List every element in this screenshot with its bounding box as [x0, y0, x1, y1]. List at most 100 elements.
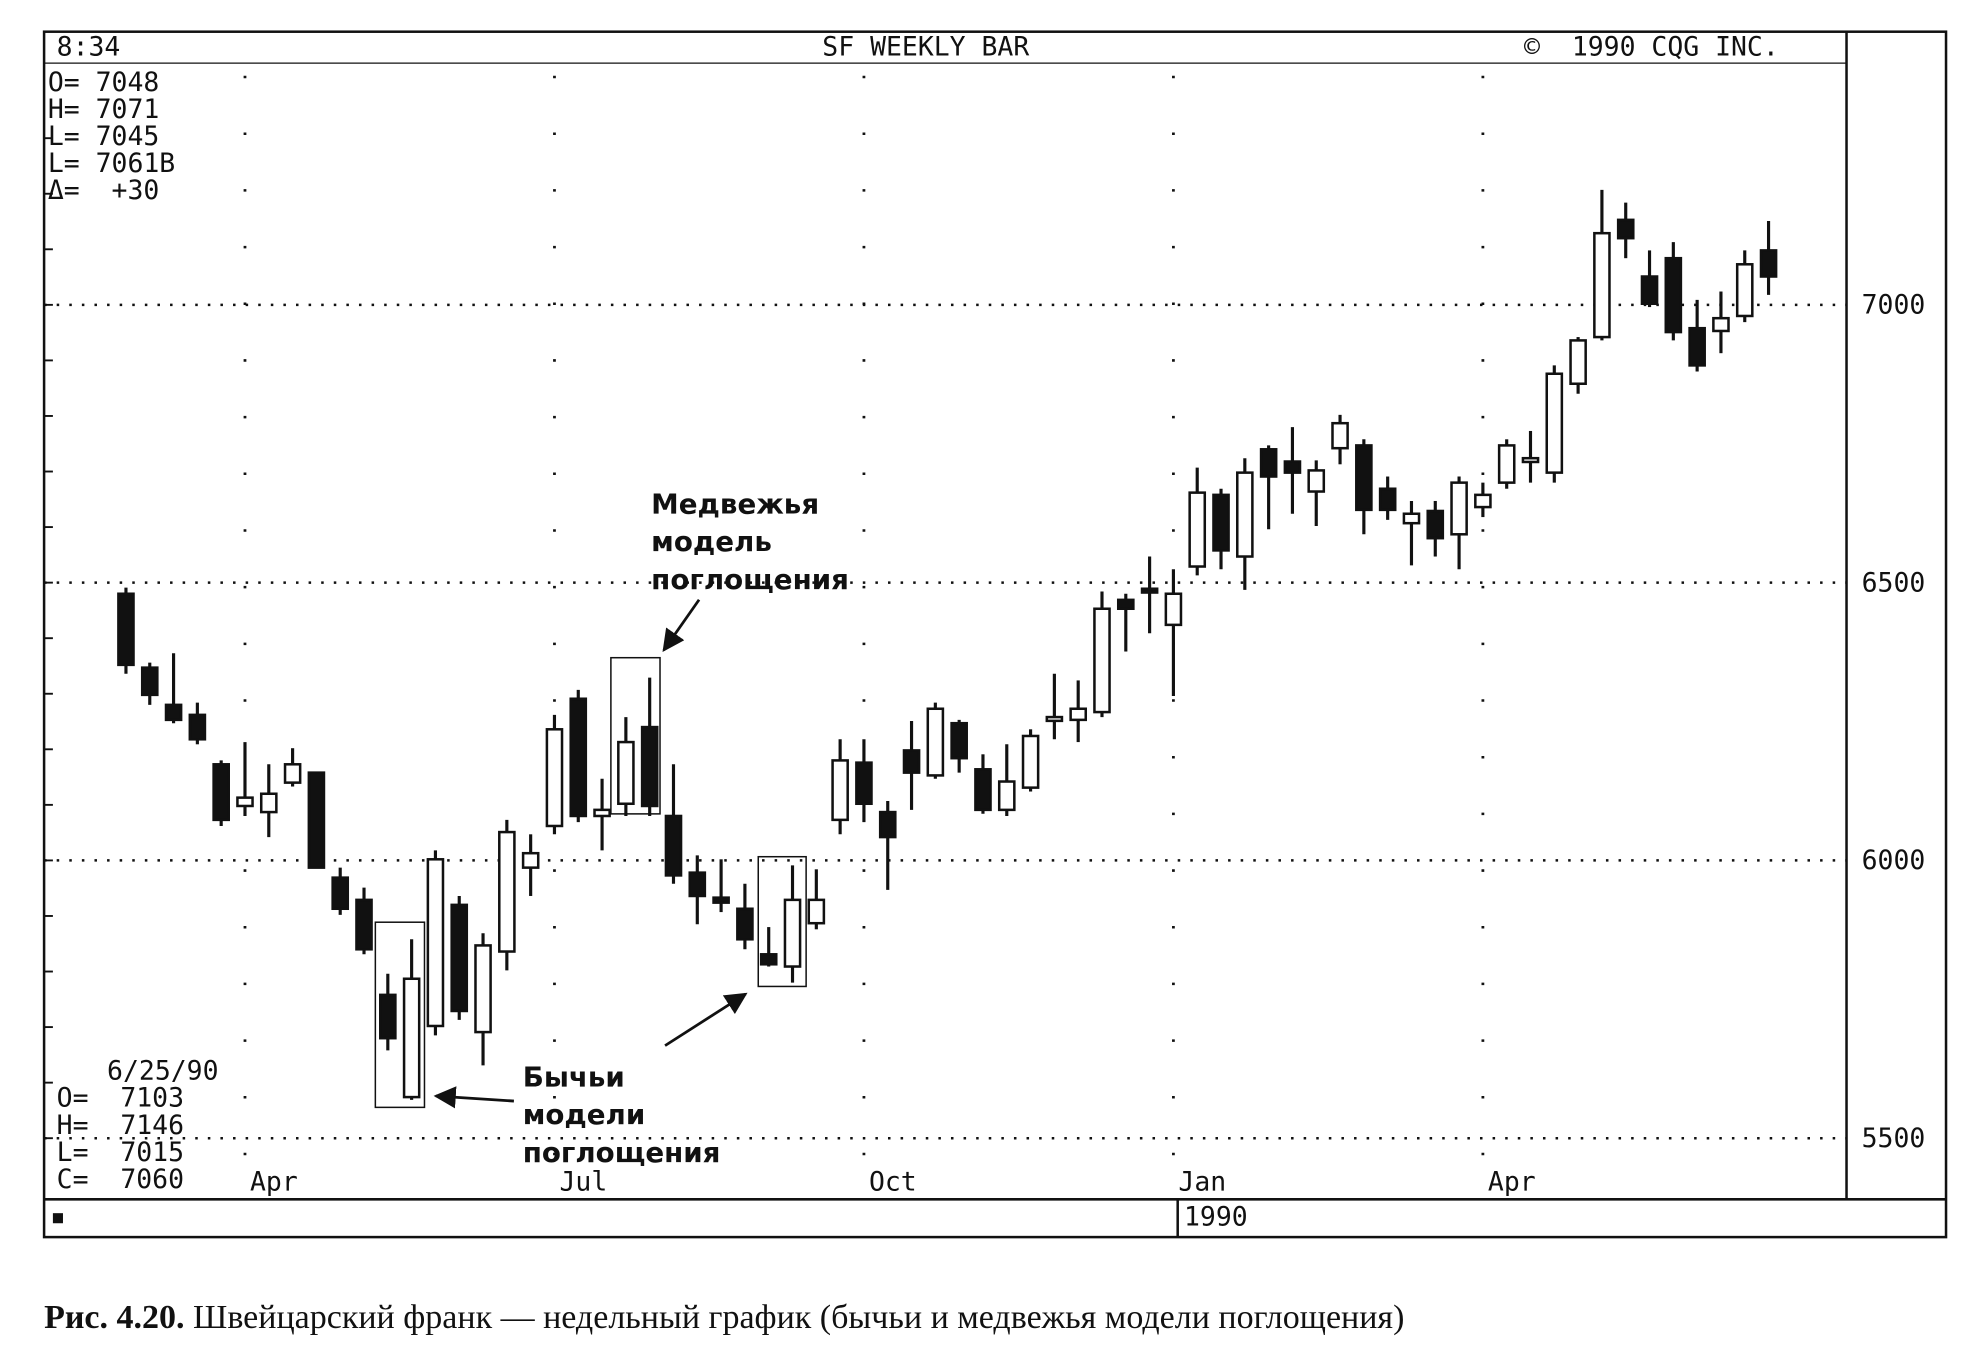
candle-body [1450, 481, 1468, 536]
candle [640, 677, 659, 816]
candle [1402, 500, 1421, 566]
candle-body [1212, 493, 1230, 552]
outer-frame [42, 30, 1948, 1239]
candle [1450, 476, 1468, 570]
candle-body [1021, 734, 1040, 789]
info-bottom: O= 7103 [57, 1083, 184, 1114]
y-tick-label: 7000 [1862, 290, 1926, 321]
bear-box [610, 656, 661, 815]
candle-body [997, 780, 1016, 812]
candle-body [1735, 263, 1754, 318]
candle [950, 719, 968, 773]
candle [545, 714, 564, 835]
candle [593, 778, 611, 851]
candle-body [1355, 444, 1373, 512]
candle [331, 867, 350, 915]
x-tick-label: Oct [869, 1166, 917, 1197]
footer-marker [52, 1213, 63, 1224]
candle-body [1545, 372, 1564, 474]
candle-body [1497, 444, 1516, 484]
candle-body [426, 858, 445, 1028]
candle-body [593, 808, 611, 818]
candle-body [1378, 487, 1397, 512]
candle-body [974, 768, 992, 812]
candle [402, 939, 421, 1100]
candle [997, 744, 1016, 816]
candle [664, 764, 683, 884]
candle-body [1140, 587, 1159, 594]
info-bottom: H= 7146 [57, 1110, 184, 1141]
x-tick-label: Apr [1488, 1166, 1536, 1197]
info-top: L= 7061B [48, 148, 175, 179]
candle [379, 973, 397, 1051]
candle-body [140, 666, 159, 697]
candle [974, 754, 992, 814]
candle [1116, 593, 1135, 652]
candle-body [1236, 471, 1254, 558]
candle [307, 771, 326, 869]
candle [1164, 569, 1183, 696]
candle-body [474, 944, 492, 1034]
candle-body [1307, 469, 1326, 493]
candle [1521, 430, 1540, 483]
bull-annotation: Бычьи [523, 1060, 625, 1093]
info-bottom: L= 7015 [57, 1137, 184, 1168]
arrow-bear [662, 598, 701, 652]
candle-body [1688, 326, 1706, 367]
candle [1069, 680, 1088, 743]
bull-box-1 [374, 921, 426, 1109]
y-tick-label: 5500 [1862, 1123, 1926, 1154]
candle-body [902, 749, 921, 774]
candle [783, 865, 802, 983]
x-tick-label: Apr [250, 1166, 298, 1197]
bear-annotation: поглощения [651, 563, 849, 596]
candle [1021, 729, 1040, 792]
candle [1378, 476, 1397, 520]
candle [1355, 439, 1373, 535]
candle-body [1069, 707, 1088, 722]
candle-body [1283, 460, 1302, 474]
candle-body [831, 759, 849, 822]
y-tick-label: 6000 [1862, 845, 1926, 876]
candle-body [878, 810, 897, 839]
candle-body [379, 993, 397, 1040]
candle [1259, 445, 1278, 530]
pattern-boxes [374, 656, 807, 1109]
candle [1593, 189, 1611, 341]
candle-body [355, 898, 373, 951]
candle [117, 587, 135, 674]
candle [426, 850, 445, 1036]
x-tick-label: Jan [1178, 1166, 1226, 1197]
candle-body [783, 898, 802, 968]
candle-body [1664, 256, 1683, 334]
candle-body [402, 977, 421, 1099]
candle [617, 717, 635, 816]
candle [1093, 591, 1111, 718]
bull-annotation: модели [523, 1098, 646, 1131]
candle [188, 702, 207, 745]
bear-annotation: Медвежья [651, 487, 819, 520]
candle-body [188, 713, 207, 741]
chart-title: SF WEEKLY BAR [822, 32, 1029, 63]
candle [855, 739, 873, 823]
candle-body [807, 898, 826, 925]
candle-body [712, 896, 730, 904]
candle [1664, 242, 1683, 341]
info-top: L= 7045 [48, 121, 159, 152]
candle [450, 895, 469, 1020]
candle-body [1426, 509, 1445, 540]
candle [926, 702, 945, 779]
arrow-bull-1 [433, 1086, 514, 1109]
candle-body [640, 725, 659, 808]
candle-body [1640, 275, 1659, 306]
candle-body [1759, 249, 1778, 278]
candle [712, 859, 730, 913]
candle [1283, 427, 1302, 514]
candle [1688, 299, 1706, 372]
arrows [433, 598, 748, 1109]
candle [521, 834, 540, 896]
candle [498, 819, 516, 971]
